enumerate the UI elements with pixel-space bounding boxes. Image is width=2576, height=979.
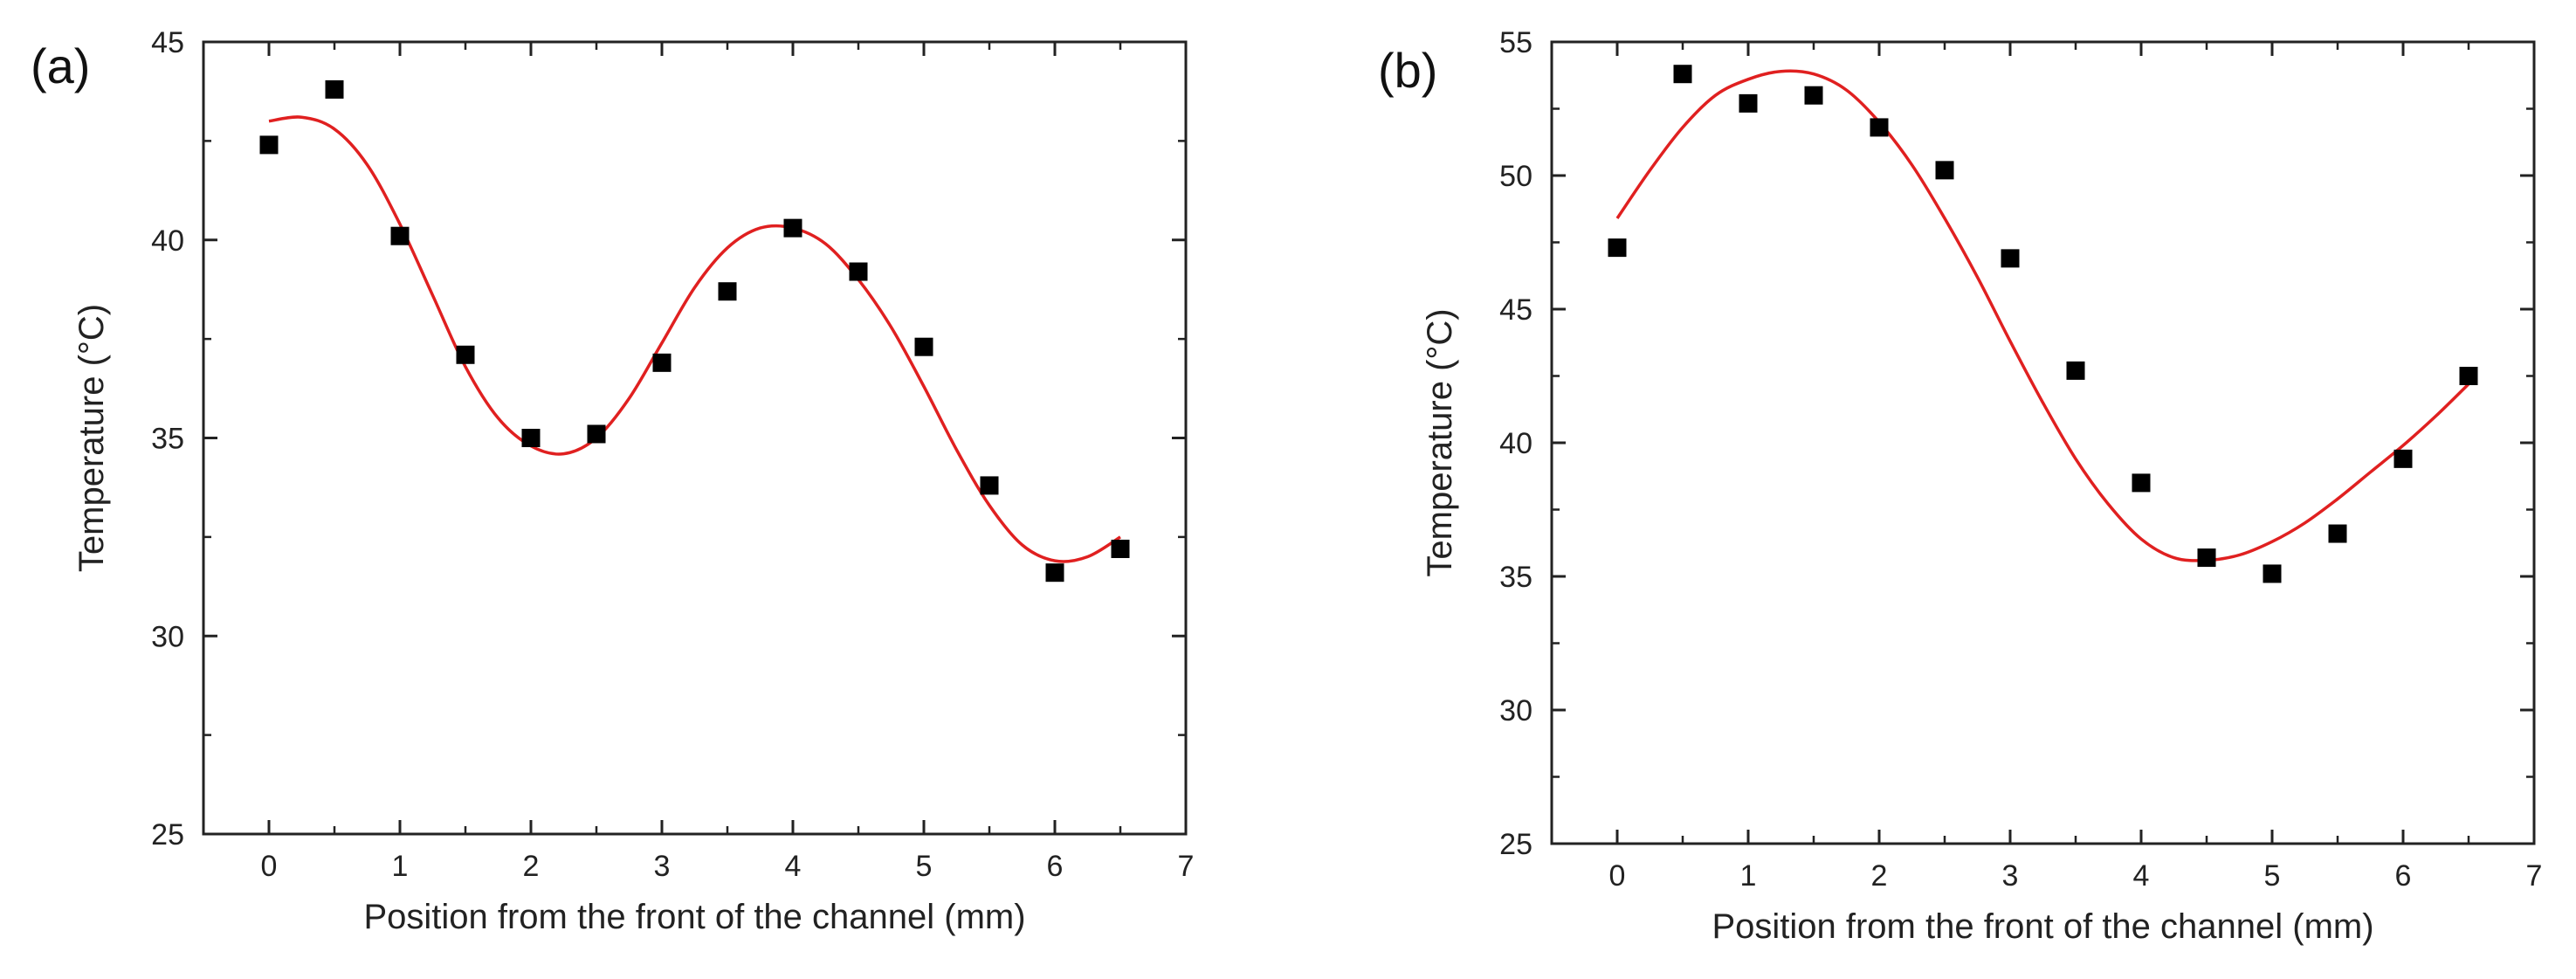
data-point-b: [2132, 473, 2151, 493]
y-tick-label-b: 30: [1499, 694, 1533, 727]
data-point-a: [914, 337, 933, 356]
y-tick-label-b: 45: [1499, 293, 1533, 327]
x-axis-title-b: Position from the front of the channel (…: [1712, 907, 2373, 946]
x-tick-label-b: 0: [1609, 859, 1626, 893]
data-point-b: [1608, 238, 1627, 258]
data-point-a: [587, 424, 606, 444]
y-tick-label-b: 40: [1499, 427, 1533, 460]
x-tick-label-b: 4: [2133, 859, 2150, 893]
data-point-b: [2066, 361, 2085, 380]
y-tick-label-a: 45: [151, 26, 184, 59]
fit-curve-b: [1615, 69, 2470, 562]
data-point-a: [849, 262, 868, 281]
x-tick-label-a: 7: [1178, 850, 1195, 883]
chart-panel-a: (a) 0 1 2 3 4 5 6 7 25 30 35 40 45 Position from the f…: [31, 26, 1195, 936]
data-point-a: [521, 429, 541, 447]
x-axis-title-a: Position from the front of the channel (…: [363, 898, 1025, 936]
data-point-a: [456, 345, 475, 364]
y-tick-label-b: 50: [1499, 160, 1533, 193]
plot-frame-a: [202, 40, 1188, 836]
data-point-a: [783, 218, 802, 238]
data-point-b: [2393, 449, 2413, 468]
data-point-b: [1673, 65, 1692, 84]
data-point-b: [2263, 564, 2282, 583]
data-point-a: [980, 476, 999, 495]
data-point-b: [2197, 548, 2216, 568]
x-tick-label-a: 5: [916, 850, 933, 883]
x-tick-label-b: 7: [2526, 859, 2543, 893]
data-point-a: [718, 282, 737, 301]
y-tick-label-b: 25: [1499, 828, 1533, 861]
fit-curve-a: [268, 115, 1121, 563]
panel-label-a: (a): [31, 38, 90, 93]
x-tick-label-a: 1: [392, 850, 409, 883]
data-point-b: [1804, 86, 1823, 105]
data-point-b: [2459, 367, 2478, 385]
x-tick-label-b: 2: [1871, 859, 1888, 893]
x-tick-label-a: 0: [261, 850, 278, 883]
y-tick-label-a: 30: [151, 620, 184, 653]
y-axis-title-a: Temperature (°C): [72, 304, 111, 572]
chart-panel-b: (b) 0 1 2 3 4 5 6 7 25 30 35 40 45 50 55 Position from t…: [1288, 0, 2576, 979]
y-tick-label-b: 35: [1499, 561, 1533, 594]
x-tick-label-b: 6: [2395, 859, 2412, 893]
y-tick-label-b: 55: [1499, 26, 1533, 59]
x-tick-label-a: 3: [654, 850, 671, 883]
plot-frame-b: [1550, 40, 2536, 845]
x-tick-label-b: 5: [2264, 859, 2281, 893]
y-axis-title-b: Temperature (°C): [1421, 308, 1459, 576]
data-point-a: [652, 353, 672, 372]
data-point-b: [1870, 118, 1889, 137]
data-point-b: [2001, 249, 2020, 268]
x-tick-label-a: 2: [523, 850, 540, 883]
y-tick-label-a: 25: [151, 818, 184, 851]
x-tick-label-b: 3: [2002, 859, 2019, 893]
data-point-b: [2328, 524, 2347, 543]
panel-label-b: (b): [1378, 43, 1437, 98]
data-point-a: [259, 135, 279, 155]
data-point-a: [1111, 539, 1130, 558]
y-tick-label-a: 40: [151, 224, 184, 258]
data-point-b: [1935, 161, 1954, 180]
x-tick-label-a: 6: [1047, 850, 1064, 883]
data-point-a: [390, 226, 410, 245]
x-tick-label-b: 1: [1740, 859, 1757, 893]
data-point-a: [325, 79, 344, 99]
data-point-b: [1739, 93, 1758, 113]
x-tick-label-a: 4: [785, 850, 802, 883]
y-tick-label-a: 35: [151, 423, 184, 456]
data-point-a: [1045, 563, 1064, 583]
